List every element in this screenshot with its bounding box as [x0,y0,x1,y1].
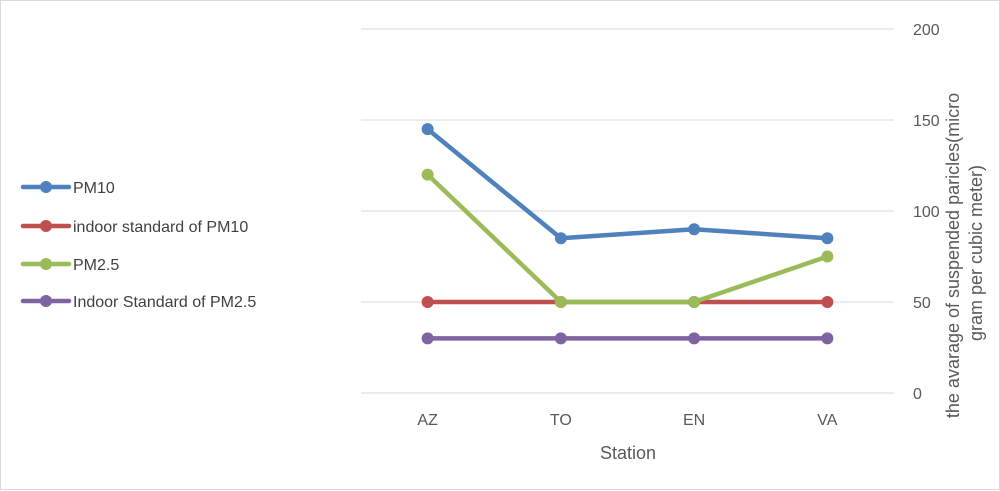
legend-label-0: PM10 [73,180,115,197]
data-point-3-va [821,332,834,345]
x-tick-label-en: EN [683,412,705,429]
data-point-0-en [688,223,701,236]
y-axis-title-line-2: gram per cubic meter) [966,165,986,341]
legend-item-0: PM10 [20,180,115,197]
legend-swatch-marker-0 [40,181,52,193]
x-tick-label-az: AZ [417,412,438,429]
data-point-0-to [554,232,567,245]
y-tick-label-0: 0 [913,386,922,403]
data-point-2-va [821,250,834,263]
legend-swatch-marker-1 [40,220,52,232]
legend-item-1: indoor standard of PM10 [20,219,248,236]
legend: PM10 indoor standard of PM10 PM2.5 Indoor S… [20,180,256,311]
data-point-0-az [421,123,434,136]
y-axis-title-line-1: the avarage of suspended paricles(micro [943,93,963,418]
series-line-0 [425,126,830,241]
y-tick-label-200: 200 [913,22,940,39]
legend-label-3: Indoor Standard of PM2.5 [73,294,256,311]
legend-item-3: Indoor Standard of PM2.5 [20,294,256,311]
data-point-2-en [688,296,701,308]
y-tick-label-100: 100 [913,204,940,221]
legend-item-2: PM2.5 [20,257,119,274]
legend-swatch-marker-2 [40,258,52,270]
data-point-0-va [821,232,834,245]
y-axis-ticks: 0 50 100 150 200 [913,22,940,403]
legend-swatch-marker-3 [40,295,52,307]
data-point-3-to [554,332,567,345]
series-line-2 [425,172,830,305]
legend-label-2: PM2.5 [73,257,119,274]
x-tick-label-to: TO [550,412,572,429]
data-point-2-az [421,168,434,181]
data-point-3-az [421,332,434,345]
series-points [421,123,834,345]
series-lines [425,126,830,341]
y-tick-label-150: 150 [913,113,940,130]
x-tick-label-va: VA [817,412,837,429]
data-point-3-en [688,332,701,345]
legend-label-1: indoor standard of PM10 [73,219,248,236]
x-axis-title: Station [600,443,656,463]
y-tick-label-50: 50 [913,295,931,312]
data-point-1-va [821,296,834,308]
x-axis-ticks: AZ TO EN VA [417,412,837,429]
data-point-1-az [421,296,434,308]
y-axis-title: the avarage of suspended paricles(micro … [943,88,986,418]
data-point-2-to [554,296,567,308]
